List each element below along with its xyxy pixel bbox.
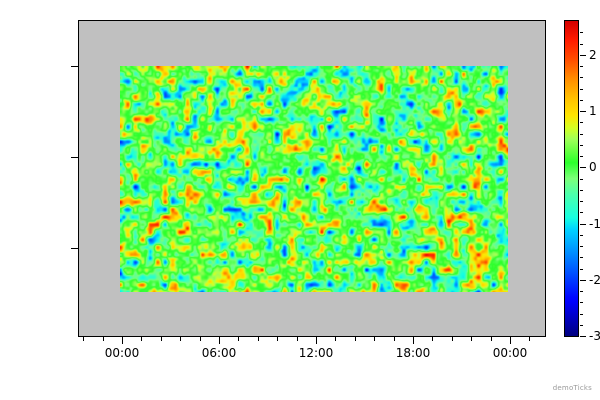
x-tick-minor [432, 337, 433, 341]
x-tick-label: 00:00 [104, 346, 140, 360]
colorbar-tick-label: -3 [589, 329, 600, 343]
colorbar-tick-minor [580, 302, 583, 304]
colorbar-tick-label: -2 [589, 272, 600, 287]
colorbar-tick-minor [580, 291, 583, 292]
x-tick-minor [238, 337, 239, 341]
y-tick-mark [71, 157, 78, 158]
x-tick-label: 00:00 [492, 346, 528, 360]
colorbar-tick-minor [580, 133, 583, 135]
x-tick-minor [83, 337, 84, 341]
colorbar-tick-major [580, 279, 586, 281]
x-tick-label: 06:00 [201, 346, 237, 360]
colorbar-tick-minor [580, 201, 583, 202]
colorbar-tick-minor [580, 99, 583, 101]
colorbar-tick-minor [580, 88, 583, 90]
y-tick-mark [71, 248, 78, 249]
colorbar-tick-label: 0 [589, 160, 597, 175]
x-tick-minor [258, 337, 259, 341]
colorbar [564, 20, 579, 337]
colorbar-tick-major [580, 167, 586, 169]
colorbar-tick-minor [580, 212, 583, 214]
x-tick-minor [355, 337, 356, 341]
x-tick-minor [103, 337, 104, 341]
colorbar-tick-minor [580, 156, 583, 157]
colorbar-gradient [565, 21, 578, 336]
x-tick-major [413, 337, 414, 344]
x-tick-minor [297, 337, 298, 341]
x-tick-minor [141, 337, 142, 341]
heatmap-image [120, 66, 508, 292]
colorbar-tick-major [580, 54, 586, 56]
x-tick-minor [471, 337, 472, 341]
colorbar-tick-minor [580, 246, 583, 247]
colorbar-tick-major [580, 336, 586, 337]
x-tick-minor [277, 337, 278, 341]
x-tick-minor [529, 337, 530, 341]
x-tick-label: 12:00 [298, 346, 334, 360]
colorbar-tick-minor [580, 313, 583, 315]
colorbar-tick-label: 2 [589, 47, 597, 62]
colorbar-tick-minor [580, 324, 583, 326]
x-tick-minor [180, 337, 181, 341]
colorbar-tick-label: -1 [589, 216, 600, 231]
colorbar-tick-minor [580, 32, 583, 34]
colorbar-tick-minor [580, 268, 583, 270]
colorbar-tick-minor [580, 66, 583, 67]
colorbar-tick-minor [580, 144, 583, 146]
x-tick-minor [394, 337, 395, 341]
colorbar-tick-minor [580, 122, 583, 124]
colorbar-tick-major [580, 111, 586, 112]
x-tick-major [219, 337, 220, 344]
colorbar-tick-major [580, 223, 586, 225]
x-tick-minor [491, 337, 492, 341]
colorbar-tick-minor [580, 234, 583, 236]
x-tick-minor [374, 337, 375, 341]
y-tick-mark [71, 66, 78, 67]
colorbar-tick-label: 1 [589, 104, 597, 118]
watermark-label: demoTicks [552, 384, 592, 392]
x-tick-major [510, 337, 511, 344]
colorbar-tick-minor [580, 178, 583, 180]
x-tick-major [122, 337, 123, 344]
x-tick-minor [161, 337, 162, 341]
x-tick-major [316, 337, 317, 344]
x-tick-label: 18:00 [395, 346, 431, 360]
x-tick-minor [335, 337, 336, 341]
x-tick-minor [452, 337, 453, 341]
colorbar-tick-minor [580, 43, 583, 45]
colorbar-tick-minor [580, 257, 583, 259]
x-tick-minor [200, 337, 201, 341]
colorbar-tick-minor [580, 189, 583, 191]
colorbar-tick-minor [580, 77, 583, 79]
